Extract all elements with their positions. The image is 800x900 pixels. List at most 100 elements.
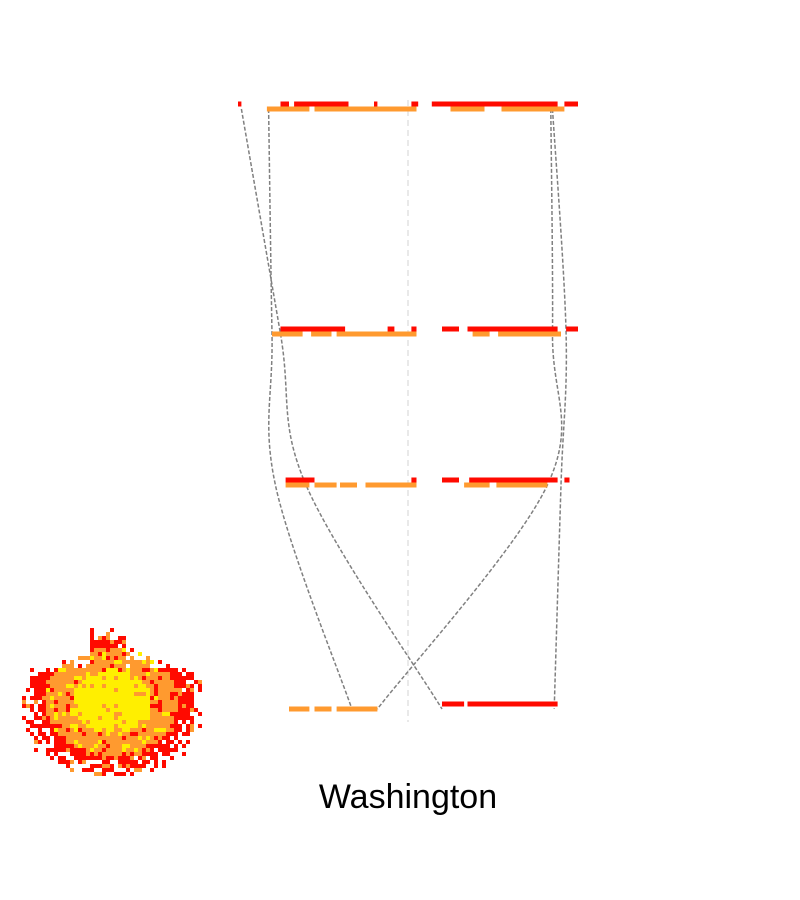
thumbnail-cell bbox=[162, 736, 166, 740]
thumbnail-cell bbox=[114, 684, 118, 688]
thumbnail-cell bbox=[62, 668, 66, 672]
thumbnail-cell bbox=[90, 736, 94, 740]
thumbnail-cell bbox=[114, 728, 118, 732]
thumbnail-cell bbox=[46, 740, 50, 744]
thumbnail-cell bbox=[110, 716, 114, 720]
thumbnail-cell bbox=[114, 688, 118, 692]
thumbnail-cell bbox=[42, 696, 46, 700]
thumbnail-cell bbox=[190, 724, 194, 728]
thumbnail-cell bbox=[106, 684, 110, 688]
thumbnail-cell bbox=[46, 696, 50, 700]
thumbnail-cell bbox=[114, 704, 118, 708]
thumbnail-cell bbox=[42, 684, 46, 688]
thumbnail-cell bbox=[174, 672, 178, 676]
thumbnail-cell bbox=[142, 748, 146, 752]
thumbnail-cell bbox=[86, 732, 90, 736]
thumbnail-cell bbox=[110, 720, 114, 724]
thumbnail-cell bbox=[146, 752, 150, 756]
thumbnail-cell bbox=[42, 724, 46, 728]
thumbnail-cell bbox=[122, 676, 126, 680]
thumbnail-cell bbox=[58, 688, 62, 692]
thumbnail-cell bbox=[126, 672, 130, 676]
thumbnail-cell bbox=[190, 716, 194, 720]
thumbnail-cell bbox=[126, 732, 130, 736]
thumbnail-cell bbox=[154, 708, 158, 712]
thumbnail-cell bbox=[170, 704, 174, 708]
thumbnail-cell bbox=[42, 680, 46, 684]
thumbnail-cell bbox=[178, 724, 182, 728]
thumbnail-cell bbox=[102, 700, 106, 704]
thumbnail-cell bbox=[174, 744, 178, 748]
thumbnail-cell bbox=[174, 748, 178, 752]
thumbnail-cell bbox=[90, 676, 94, 680]
thumbnail-cell bbox=[30, 680, 34, 684]
thumbnail-cell bbox=[134, 704, 138, 708]
thumbnail-cell bbox=[90, 712, 94, 716]
thumbnail-cell bbox=[82, 724, 86, 728]
thumbnail-cell bbox=[174, 680, 178, 684]
thumbnail-cell bbox=[146, 740, 150, 744]
thumbnail-cell bbox=[50, 724, 54, 728]
thumbnail-cell bbox=[134, 688, 138, 692]
thumbnail-cell bbox=[82, 668, 86, 672]
thumbnail-cell bbox=[110, 680, 114, 684]
thumbnail-cell bbox=[182, 696, 186, 700]
thumbnail-cell bbox=[110, 740, 114, 744]
thumbnail-cell bbox=[46, 724, 50, 728]
thumbnail-cell bbox=[134, 712, 138, 716]
thumbnail-cell bbox=[154, 752, 158, 756]
thumbnail-cell bbox=[102, 672, 106, 676]
thumbnail-cell bbox=[134, 676, 138, 680]
thumbnail-cell bbox=[102, 744, 106, 748]
thumbnail-cell bbox=[174, 732, 178, 736]
thumbnail-cell bbox=[150, 736, 154, 740]
thumbnail-cell bbox=[134, 692, 138, 696]
thumbnail-cell bbox=[82, 696, 86, 700]
thumbnail-cell bbox=[46, 720, 50, 724]
thumbnail-cell bbox=[38, 676, 42, 680]
thumbnail-cell bbox=[122, 740, 126, 744]
thumbnail-cell bbox=[42, 692, 46, 696]
thumbnail-cell bbox=[58, 740, 62, 744]
thumbnail-cell bbox=[78, 744, 82, 748]
thumbnail-cell bbox=[122, 672, 126, 676]
thumbnail-cell bbox=[102, 680, 106, 684]
thumbnail-cell bbox=[114, 708, 118, 712]
thumbnail-cell bbox=[130, 772, 134, 776]
thumbnail-cell bbox=[106, 732, 110, 736]
thumbnail-cell bbox=[130, 688, 134, 692]
thumbnail-cell bbox=[134, 680, 138, 684]
thumbnail-cell bbox=[142, 704, 146, 708]
thumbnail-cell bbox=[158, 704, 162, 708]
thumbnail-cell bbox=[38, 728, 42, 732]
thumbnail-cell bbox=[98, 680, 102, 684]
thumbnail-cell bbox=[38, 740, 42, 744]
thumbnail-cell bbox=[146, 704, 150, 708]
thumbnail-cell bbox=[102, 760, 106, 764]
thumbnail-cell bbox=[46, 748, 50, 752]
thumbnail-cell bbox=[86, 708, 90, 712]
thumbnail-cell bbox=[162, 680, 166, 684]
thumbnail-cell bbox=[154, 704, 158, 708]
thumbnail-cell bbox=[82, 656, 86, 660]
thumbnail-cell bbox=[182, 704, 186, 708]
thumbnail-cell bbox=[122, 664, 126, 668]
thumbnail-cell bbox=[158, 716, 162, 720]
thumbnail-cell bbox=[146, 732, 150, 736]
thumbnail-cell bbox=[90, 700, 94, 704]
thumbnail-cell bbox=[58, 736, 62, 740]
thumbnail-cell bbox=[126, 768, 130, 772]
thumbnail-cell bbox=[162, 748, 166, 752]
thumbnail-cell bbox=[118, 772, 122, 776]
thumbnail-cell bbox=[122, 656, 126, 660]
thumbnail-cell bbox=[74, 728, 78, 732]
thumbnail-cell bbox=[134, 732, 138, 736]
thumbnail-cell bbox=[102, 756, 106, 760]
thumbnail-cell bbox=[70, 752, 74, 756]
thumbnail-cell bbox=[62, 728, 66, 732]
thumbnail-cell bbox=[122, 644, 126, 648]
thumbnail-cell bbox=[110, 764, 114, 768]
thumbnail-cell bbox=[154, 756, 158, 760]
thumbnail-cell bbox=[86, 716, 90, 720]
thumbnail-cell bbox=[78, 700, 82, 704]
